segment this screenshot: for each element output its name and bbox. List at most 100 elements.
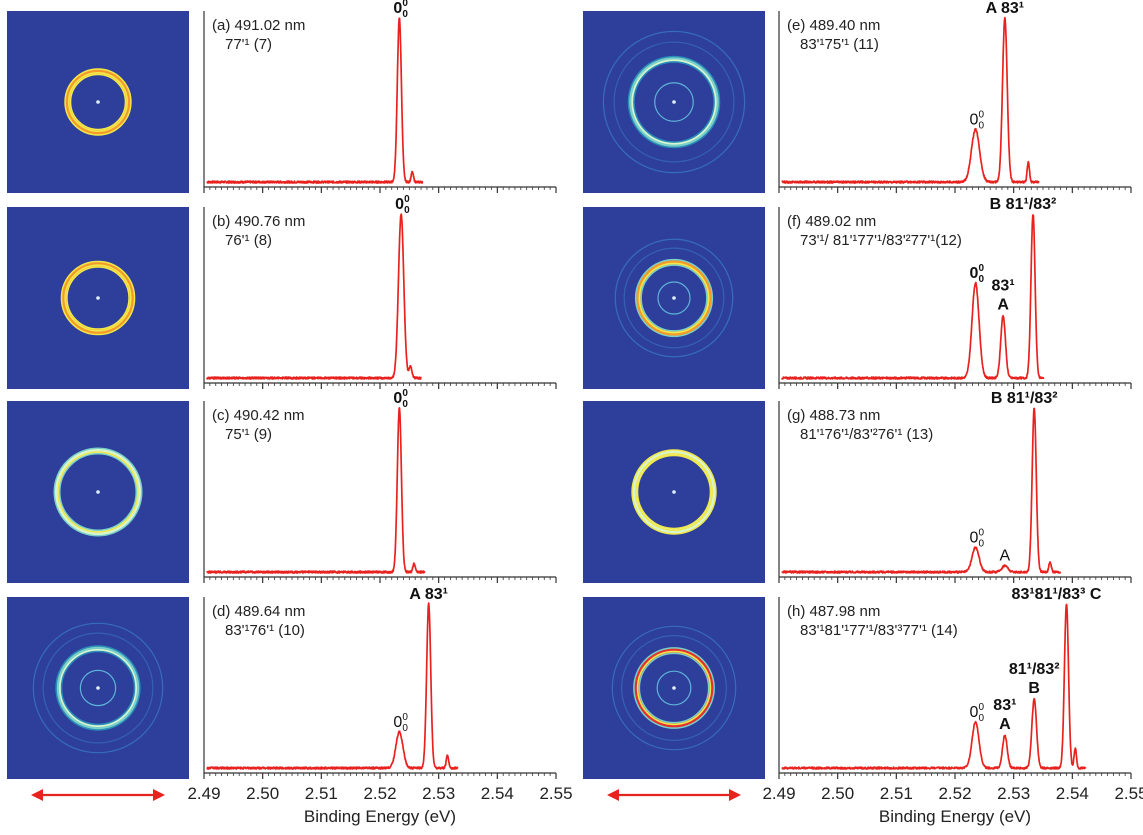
vmi-center-spot — [96, 100, 100, 104]
vmi-ring-mid-band — [62, 262, 134, 334]
panel-title: (b) 490.76 nm — [212, 213, 305, 230]
panel-f: (f) 489.02 nm 73'¹/ 81'¹77'¹/83'²77'¹(12)… — [583, 196, 1132, 389]
peak-label-origin: 0 — [395, 196, 404, 213]
peak-label: 83¹81¹/83³ C — [1012, 586, 1102, 603]
vmi-ring-core — [631, 59, 717, 145]
x-axis-label: Binding Energy (eV) — [879, 807, 1031, 826]
panel-title: (a) 491.02 nm — [212, 17, 305, 34]
spectrum-trace — [206, 602, 459, 770]
vmi-image-e — [583, 11, 765, 193]
vmi-center-spot — [96, 296, 100, 300]
vmi-ring-mid-band — [629, 57, 719, 147]
spectrum-trace — [206, 213, 422, 380]
peak-label-sup: 0 — [402, 712, 408, 723]
panel-b: (b) 490.76 nm 76'¹ (8) 0 00 — [7, 194, 557, 389]
panel-e: (e) 489.40 nm 83'¹75'¹ (11) 0 00 A 83¹ — [583, 0, 1132, 193]
spectrum-trace — [781, 16, 1040, 184]
vmi-ring-core — [634, 452, 713, 531]
vmi-ring-core — [638, 262, 710, 334]
vmi-image-d — [7, 597, 189, 779]
vmi-ring-core — [57, 451, 139, 533]
peak-label-letter: B — [1028, 680, 1040, 697]
x-tick-label: 2.53 — [997, 784, 1030, 803]
x-tick-label: 2.55 — [539, 784, 572, 803]
peak-label-sup: 0 — [402, 388, 408, 399]
spectrum-plot-h: (h) 487.98 nm 83'¹81'¹77'¹/83'³77'¹ (14) 0… — [778, 586, 1132, 779]
vmi-image-b — [7, 207, 189, 389]
x-tick-label: 2.51 — [880, 784, 913, 803]
x-tick-label: 2.51 — [305, 784, 338, 803]
peak-label: B 81¹/83² — [991, 390, 1058, 407]
vmi-center-spot — [96, 686, 100, 690]
peak-label: A 83¹ — [409, 586, 448, 603]
vmi-outer-ring — [602, 30, 746, 174]
panel-subtitle: 73'¹/ 81'¹77'¹/83'²77'¹(12) — [800, 232, 962, 249]
vmi-inner-ring — [656, 670, 692, 706]
panel-subtitle: 83'¹81'¹77'¹/83'³77'¹ (14) — [800, 622, 958, 639]
vmi-ring-mid-band — [65, 69, 131, 135]
peak-label-origin: 0 — [970, 529, 979, 546]
peak-label-letter: A — [997, 297, 1009, 314]
vmi-center-spot — [672, 686, 676, 690]
peak-label-sup: 0 — [979, 702, 985, 713]
spectrum-trace — [781, 407, 1062, 574]
x-tick-label: 2.54 — [481, 784, 514, 803]
x-tick-label: 2.53 — [422, 784, 455, 803]
peak-label-sub: 0 — [979, 121, 985, 132]
x-tick-label: 2.49 — [187, 784, 220, 803]
spectrum-trace — [206, 17, 424, 184]
x-tick-label: 2.50 — [246, 784, 279, 803]
panel-d: (d) 489.64 nm 83'¹76'¹ (10) 0 00 A 83¹ — [7, 586, 557, 779]
vmi-image-f — [583, 207, 765, 389]
peak-label-sub: 0 — [402, 399, 408, 410]
x-tick-label: 2.55 — [1114, 784, 1143, 803]
vmi-inner-ring — [79, 669, 117, 707]
spectrum-trace — [781, 214, 1045, 380]
vmi-image-g — [583, 401, 765, 583]
vmi-inner-ring — [654, 82, 694, 122]
peak-label: A — [1000, 547, 1011, 564]
spectrum-plot-a: (a) 491.02 nm 77'¹ (7) 0 00 — [203, 0, 557, 193]
peak-label-origin: 0 — [970, 265, 979, 282]
vmi-inner-ring — [657, 281, 691, 315]
spectrum-plot-c: (c) 490.42 nm 75'¹ (9) 0 00 — [203, 388, 557, 583]
x-tick-label: 2.50 — [821, 784, 854, 803]
x-axis-label: Binding Energy (eV) — [304, 807, 456, 826]
peak-label: B 81¹/83² — [990, 196, 1057, 213]
polarization-double-arrow-icon — [31, 789, 165, 801]
vmi-outer-ring — [621, 635, 727, 741]
vmi-ring-mid-band — [632, 450, 716, 534]
peak-label-sup: 0 — [979, 110, 985, 121]
vmi-outer-ring — [613, 41, 735, 163]
peak-label: 83¹ — [992, 278, 1015, 295]
peak-label-letter: A — [999, 716, 1011, 733]
spectrum-trace — [206, 407, 426, 574]
panel-title: (h) 487.98 nm — [787, 603, 880, 620]
vmi-ring-mid-band — [636, 260, 712, 336]
vmi-image-c — [7, 401, 189, 583]
vmi-outer-ring — [614, 238, 734, 358]
panel-title: (g) 488.73 nm — [787, 407, 880, 424]
panel-title: (e) 489.40 nm — [787, 17, 880, 34]
panel-title: (d) 489.64 nm — [212, 603, 305, 620]
peak-label-origin: 0 — [393, 714, 402, 731]
panel-h: (h) 487.98 nm 83'¹81'¹77'¹/83'³77'¹ (14) 0… — [583, 586, 1132, 779]
spectrum-trace — [781, 603, 1087, 770]
vmi-ring-mid-band — [634, 648, 714, 728]
vmi-ring-mid-band — [55, 449, 141, 535]
peak-label: 83¹ — [993, 697, 1016, 714]
spectrum-plot-f: (f) 489.02 nm 73'¹/ 81'¹77'¹/83'²77'¹(12)… — [778, 196, 1132, 389]
x-tick-label: 2.52 — [363, 784, 396, 803]
spectrum-plot-d: (d) 489.64 nm 83'¹76'¹ (10) 0 00 A 83¹ — [203, 586, 557, 779]
panel-title: (f) 489.02 nm — [787, 213, 876, 230]
vmi-ring-core — [636, 650, 712, 726]
spectrum-plot-b: (b) 490.76 nm 76'¹ (8) 0 00 — [203, 194, 557, 389]
vmi-outer-ring — [42, 632, 154, 744]
x-tick-label: 2.52 — [938, 784, 971, 803]
vmi-outer-ring — [623, 247, 725, 349]
vmi-outer-ring — [611, 625, 737, 751]
peak-label-sup: 0 — [979, 527, 985, 538]
panel-subtitle: 75'¹ (9) — [225, 426, 272, 443]
panel-c: (c) 490.42 nm 75'¹ (9) 0 00 — [7, 388, 557, 583]
